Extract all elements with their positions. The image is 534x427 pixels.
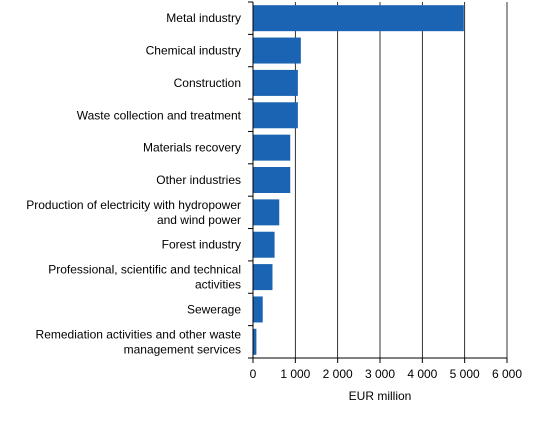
x-tick-label: 6 000 bbox=[492, 367, 522, 381]
bar bbox=[253, 167, 291, 193]
bar bbox=[253, 199, 280, 226]
bar bbox=[253, 328, 257, 355]
bar bbox=[253, 264, 273, 291]
category-label: Remediation activities and other waste ma… bbox=[36, 327, 242, 356]
category-label: Production of electricity with hydropowe… bbox=[26, 198, 241, 227]
category-label-line: Other industries bbox=[156, 173, 241, 187]
x-tick-label: 5 000 bbox=[450, 367, 480, 381]
category-labels: Metal industry Chemical industry Construct… bbox=[26, 11, 241, 356]
category-label-line: activities bbox=[195, 278, 241, 292]
x-tick-labels: 0 1 000 2 000 3 000 4 000 5 000 6 000 bbox=[250, 367, 523, 381]
x-axis-title: EUR million bbox=[349, 389, 412, 403]
gridlines bbox=[294, 2, 508, 358]
category-label: Materials recovery bbox=[143, 141, 241, 155]
category-label: Construction bbox=[174, 76, 241, 90]
x-tick-label: 0 bbox=[250, 367, 257, 381]
x-tick-label: 2 000 bbox=[323, 367, 353, 381]
bar bbox=[253, 37, 301, 64]
category-label: Waste collection and treatment bbox=[77, 108, 242, 122]
category-label-line: Metal industry bbox=[166, 11, 241, 25]
bar bbox=[253, 134, 291, 161]
bar bbox=[253, 69, 298, 96]
category-label-line: and wind power bbox=[157, 213, 241, 227]
x-tick-label: 1 000 bbox=[280, 367, 310, 381]
category-label: Metal industry bbox=[166, 11, 241, 25]
axes bbox=[248, 1, 508, 363]
bar bbox=[253, 102, 298, 129]
category-label-line: management services bbox=[124, 342, 241, 356]
category-label-line: Sewerage bbox=[187, 302, 241, 316]
category-label-line: Materials recovery bbox=[143, 141, 241, 155]
category-label-line: Waste collection and treatment bbox=[77, 108, 242, 122]
category-label-line: Remediation activities and other waste bbox=[36, 327, 242, 341]
bars bbox=[253, 5, 464, 355]
category-label: Chemical industry bbox=[146, 44, 241, 58]
category-label-line: Forest industry bbox=[162, 238, 241, 252]
category-label-line: Construction bbox=[174, 76, 241, 90]
category-label-line: Chemical industry bbox=[146, 44, 241, 58]
bar bbox=[253, 296, 263, 323]
category-label: Sewerage bbox=[187, 302, 241, 316]
bar bbox=[253, 5, 464, 32]
category-label-line: Professional, scientific and technical bbox=[48, 263, 241, 277]
category-label: Professional, scientific and technical ac… bbox=[48, 263, 241, 292]
category-label: Other industries bbox=[156, 173, 241, 187]
bar bbox=[253, 231, 275, 258]
category-label: Forest industry bbox=[162, 238, 241, 252]
x-tick-label: 4 000 bbox=[407, 367, 437, 381]
category-label-line: Production of electricity with hydropowe… bbox=[26, 198, 241, 212]
x-tick-label: 3 000 bbox=[365, 367, 395, 381]
